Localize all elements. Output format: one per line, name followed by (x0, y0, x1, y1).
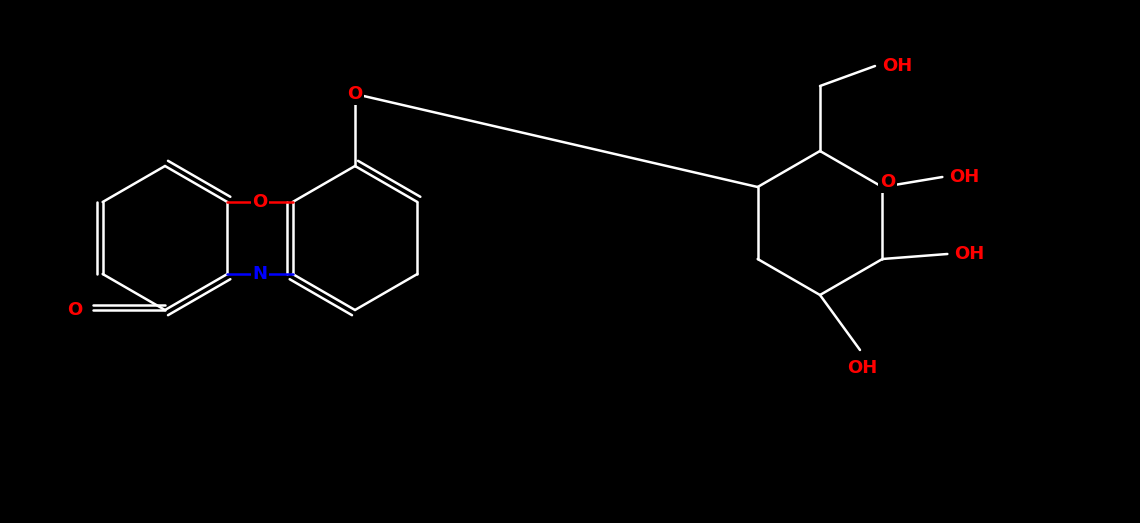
Text: OH: OH (954, 245, 985, 263)
Text: O: O (880, 173, 895, 191)
Text: O: O (252, 193, 268, 211)
Text: O: O (67, 301, 82, 319)
Text: OH: OH (950, 168, 979, 186)
Text: O: O (348, 85, 363, 103)
Text: OH: OH (882, 57, 912, 75)
Text: OH: OH (847, 359, 877, 377)
Text: N: N (252, 265, 268, 283)
